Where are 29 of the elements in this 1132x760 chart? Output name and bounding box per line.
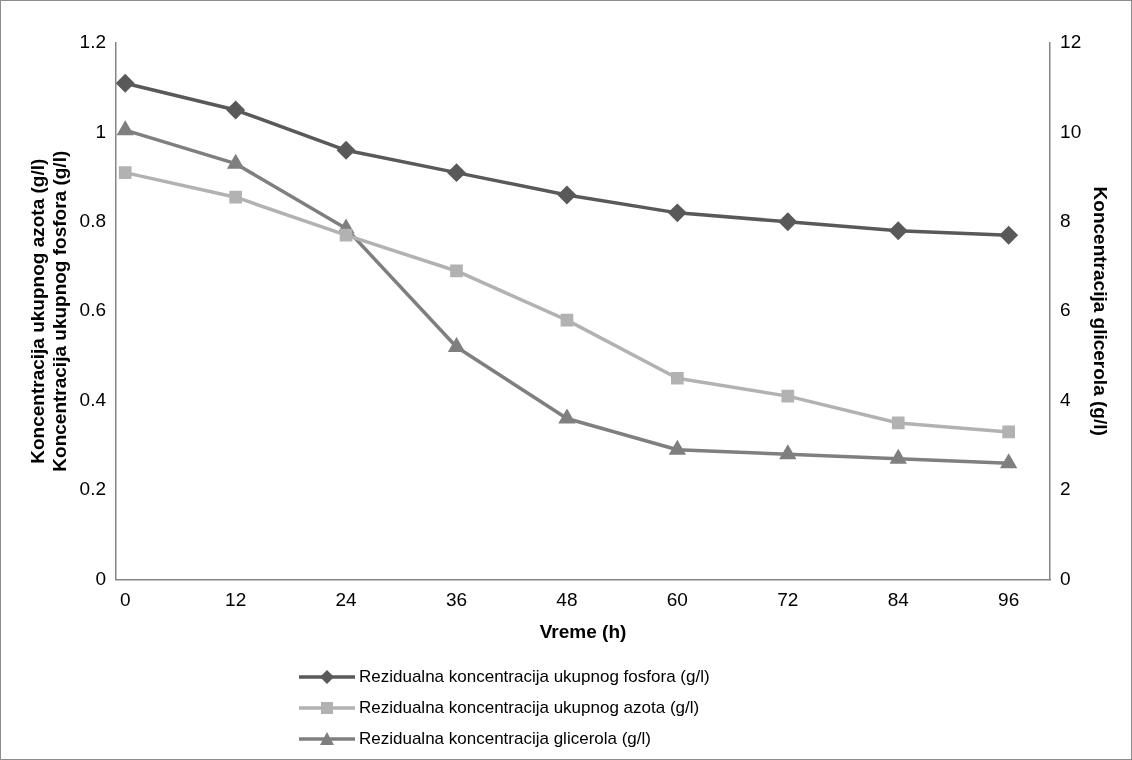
x-tick-label: 72 (777, 589, 799, 611)
y-tick-label: 0.6 (79, 299, 107, 321)
y2-tick-label: 12 (1060, 31, 1082, 53)
x-tick-label: 96 (998, 589, 1020, 611)
y-tick-label: 1.2 (79, 31, 107, 53)
x-tick-label: 24 (335, 589, 358, 611)
y-axis-title: Koncentracija ukupnog azota (g/l) Koncentracija ukupnog fosfora (g/l) (26, 150, 71, 472)
y-tick-label: 0.4 (79, 388, 107, 410)
x-tick-label: 0 (119, 589, 131, 611)
legend-label: Rezidualna koncentracija ukupnog azota (g/l) (359, 697, 700, 718)
y-tick-label: 1 (95, 120, 107, 142)
y-tick-label: 0.8 (79, 210, 107, 232)
legend-label: Rezidualna koncentracija glicerola (g/l) (359, 728, 651, 749)
y2-tick-label: 4 (1060, 388, 1072, 410)
x-tick-label: 36 (445, 589, 468, 611)
y2-tick-label: 10 (1060, 120, 1082, 142)
x-axis-title: Vreme (h) (539, 620, 627, 642)
y2-axis-title: Koncentracija glicerola (g/l) (1090, 186, 1112, 436)
y2-tick-label: 2 (1060, 478, 1071, 500)
x-tick-label: 12 (225, 589, 247, 611)
legend-label: Rezidualna koncentracija ukupnog fosfora (g/l) (359, 666, 710, 687)
y-tick-label: 0 (95, 567, 107, 589)
x-tick-label: 84 (887, 589, 910, 611)
x-tick-label: 48 (556, 589, 578, 611)
y2-tick-label: 8 (1060, 210, 1071, 232)
y-tick-label: 0.2 (79, 478, 107, 500)
x-tick-label: 60 (666, 589, 688, 611)
y2-tick-label: 0 (1060, 567, 1071, 589)
y2-tick-label: 6 (1060, 299, 1071, 321)
